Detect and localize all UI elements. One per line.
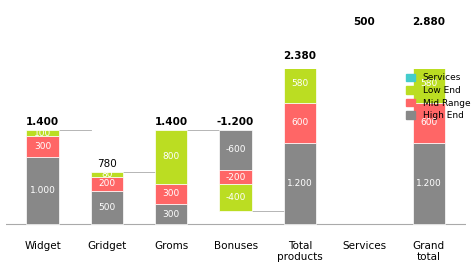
Text: -1.200: -1.200: [217, 117, 254, 127]
Bar: [348, 30, 380, 64]
Text: 580: 580: [292, 79, 309, 88]
Text: 500: 500: [98, 203, 116, 212]
Bar: [412, 64, 445, 103]
Bar: [219, 130, 252, 170]
Bar: [284, 143, 316, 224]
Bar: [27, 136, 59, 157]
Bar: [27, 130, 59, 136]
Text: 1.200: 1.200: [416, 179, 441, 188]
Text: -600: -600: [225, 146, 246, 154]
Bar: [155, 184, 187, 204]
Bar: [219, 184, 252, 211]
Text: 600: 600: [420, 118, 437, 128]
Bar: [155, 204, 187, 224]
Bar: [91, 191, 123, 224]
Bar: [27, 157, 59, 224]
Bar: [284, 103, 316, 143]
Text: -400: -400: [226, 193, 246, 202]
Text: 1.200: 1.200: [287, 179, 313, 188]
Bar: [284, 64, 316, 103]
Text: 300: 300: [163, 210, 180, 219]
Text: 580: 580: [420, 79, 437, 88]
Text: 300: 300: [34, 142, 51, 151]
Text: 200: 200: [98, 179, 116, 188]
Text: 1.400: 1.400: [26, 117, 59, 127]
Bar: [155, 130, 187, 184]
Text: 2.380: 2.380: [283, 51, 317, 61]
Text: 1.400: 1.400: [155, 117, 188, 127]
Legend: Services, Low End, Mid Range, High End: Services, Low End, Mid Range, High End: [406, 73, 470, 120]
Text: 300: 300: [163, 189, 180, 198]
Text: 80: 80: [101, 170, 113, 179]
Text: 600: 600: [292, 118, 309, 128]
Bar: [412, 30, 445, 64]
Text: 100: 100: [34, 129, 51, 137]
Text: 1.000: 1.000: [29, 186, 55, 195]
Text: 2.880: 2.880: [412, 17, 445, 27]
Text: 780: 780: [97, 159, 117, 169]
Bar: [219, 170, 252, 184]
Text: -200: -200: [226, 173, 246, 181]
Text: 500: 500: [420, 42, 437, 51]
Bar: [91, 177, 123, 191]
Bar: [412, 143, 445, 224]
Bar: [412, 103, 445, 143]
Text: 800: 800: [163, 152, 180, 161]
Bar: [91, 172, 123, 177]
Text: 500: 500: [354, 17, 375, 27]
Text: 500: 500: [356, 42, 373, 51]
